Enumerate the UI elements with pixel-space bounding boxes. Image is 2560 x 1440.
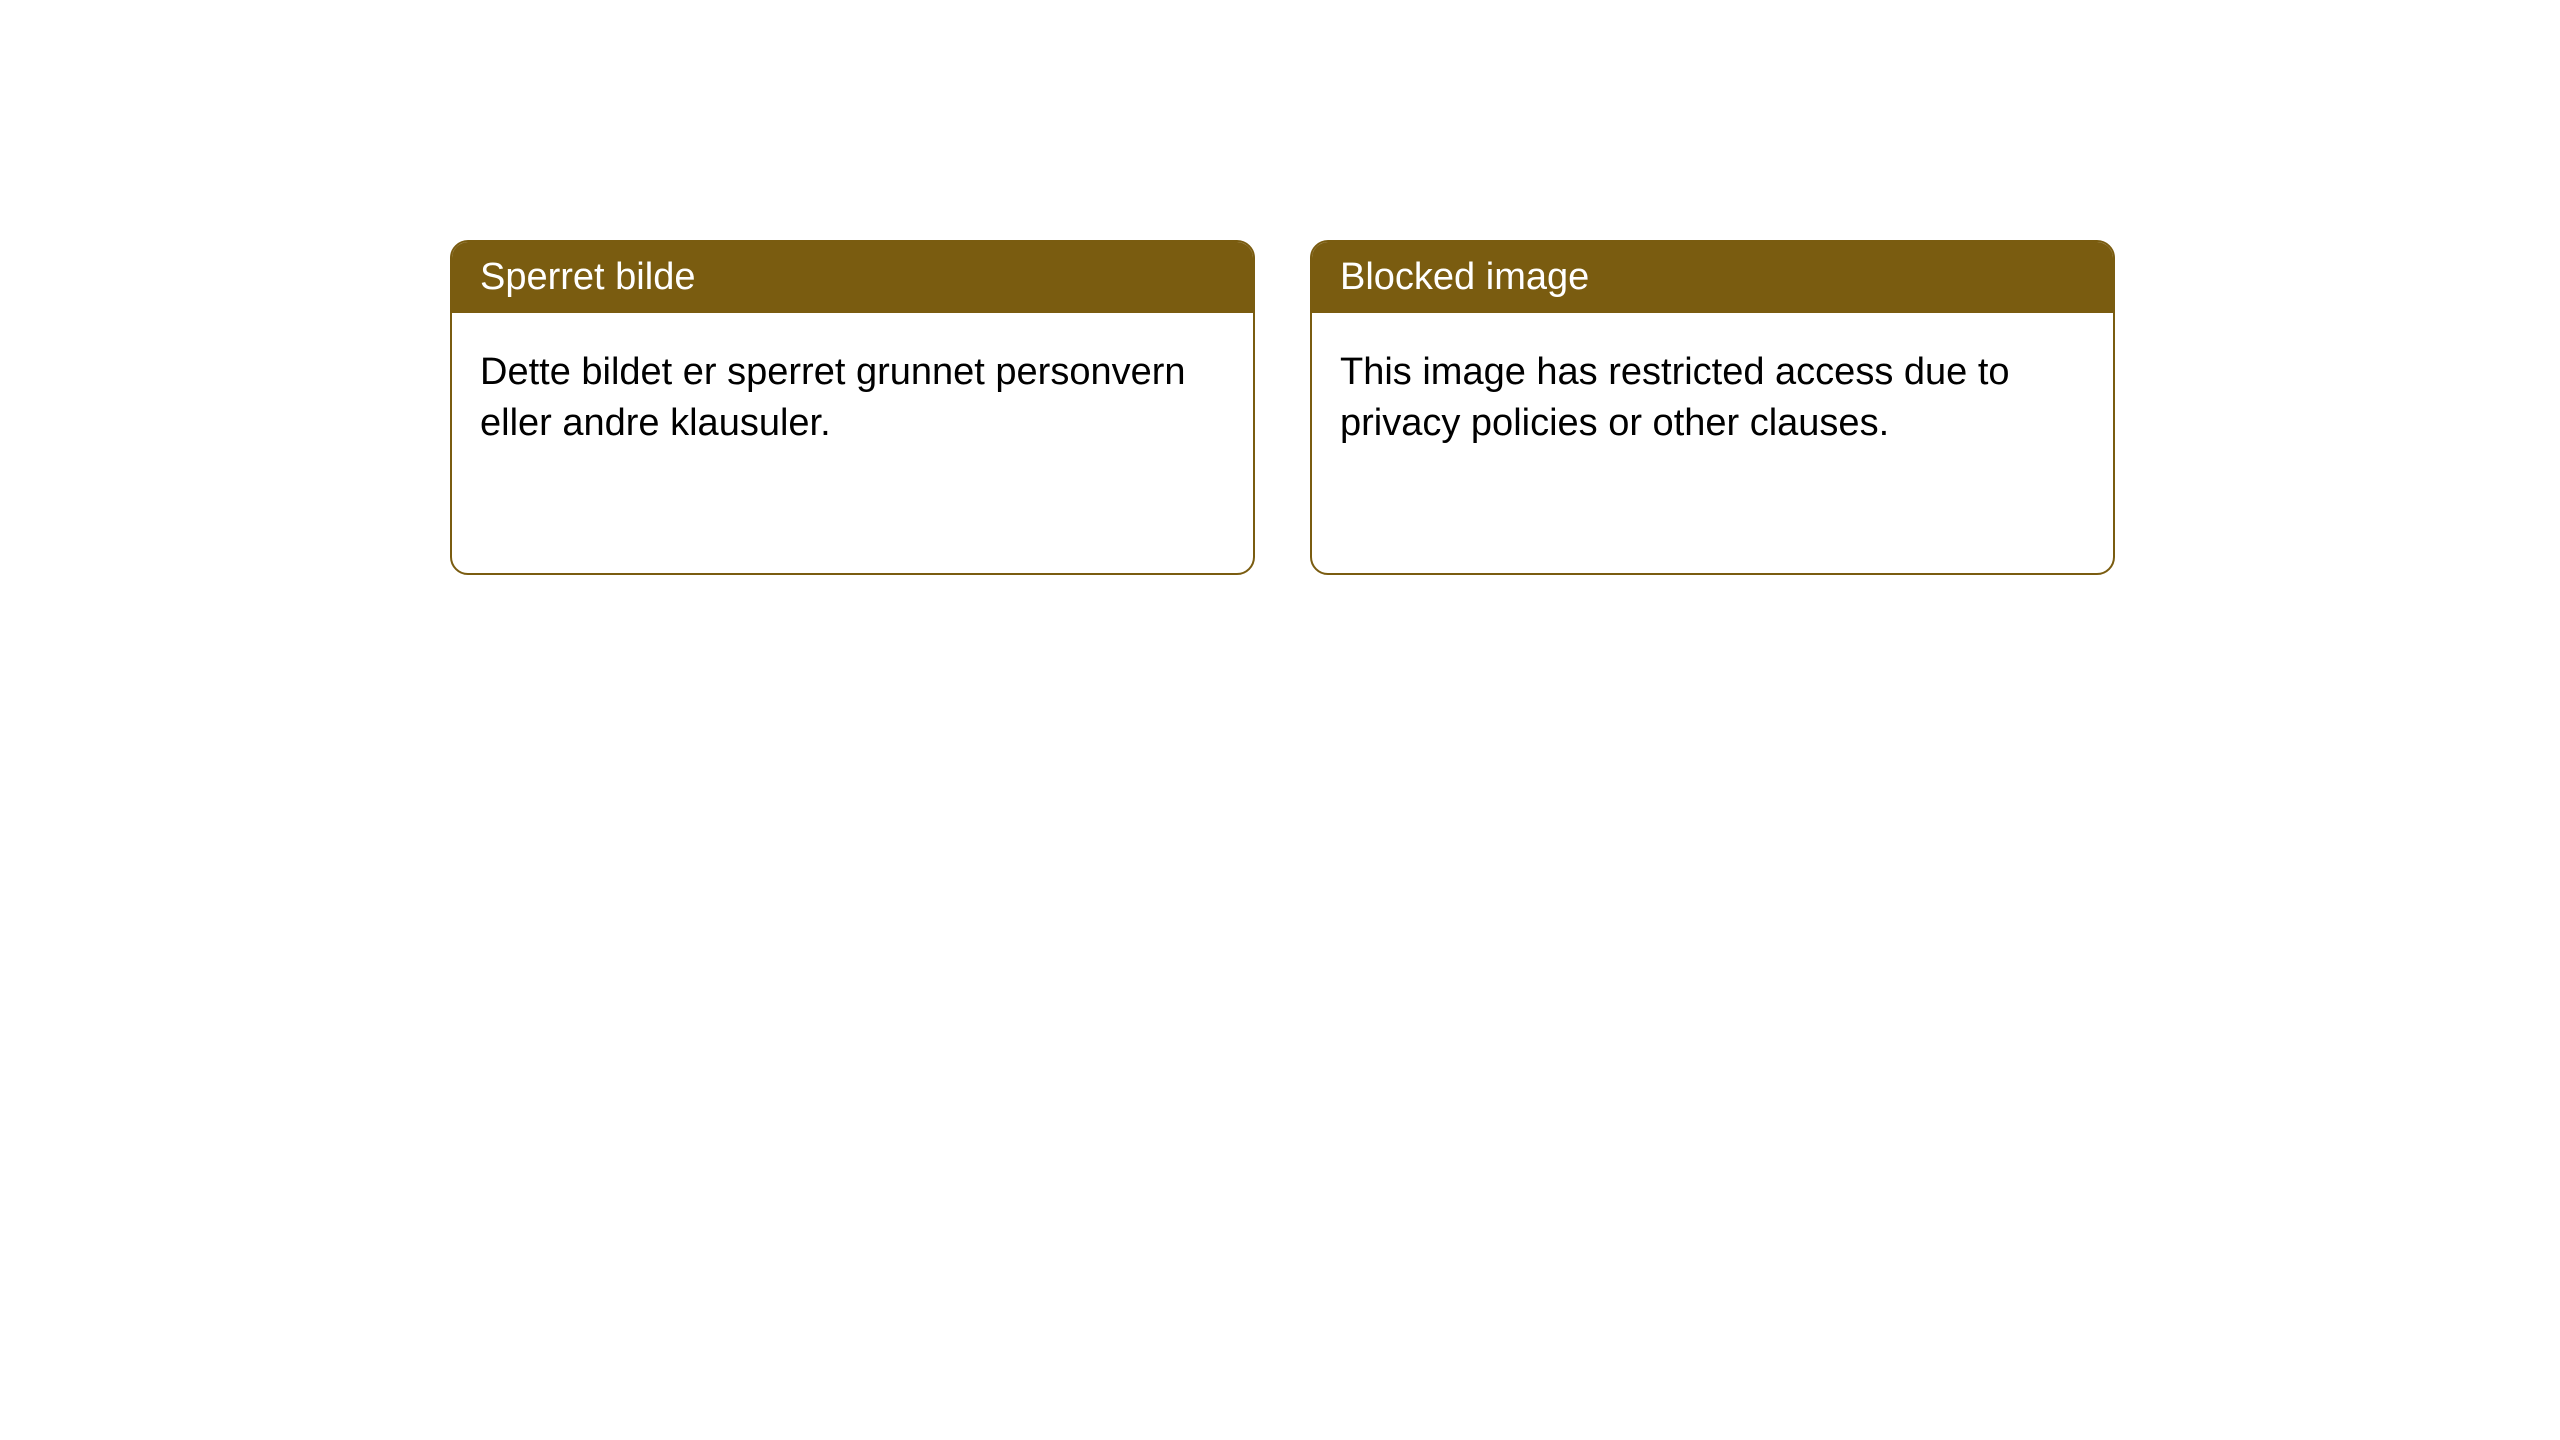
blocked-image-card-english: Blocked image This image has restricted … — [1310, 240, 2115, 575]
card-body: This image has restricted access due to … — [1312, 313, 2113, 484]
card-body-text: This image has restricted access due to … — [1340, 351, 2010, 444]
card-header: Blocked image — [1312, 242, 2113, 313]
card-body-text: Dette bildet er sperret grunnet personve… — [480, 351, 1186, 444]
notice-container: Sperret bilde Dette bildet er sperret gr… — [450, 240, 2115, 575]
blocked-image-card-norwegian: Sperret bilde Dette bildet er sperret gr… — [450, 240, 1255, 575]
card-body: Dette bildet er sperret grunnet personve… — [452, 313, 1253, 484]
card-title: Blocked image — [1340, 256, 1589, 298]
card-header: Sperret bilde — [452, 242, 1253, 313]
card-title: Sperret bilde — [480, 256, 695, 298]
